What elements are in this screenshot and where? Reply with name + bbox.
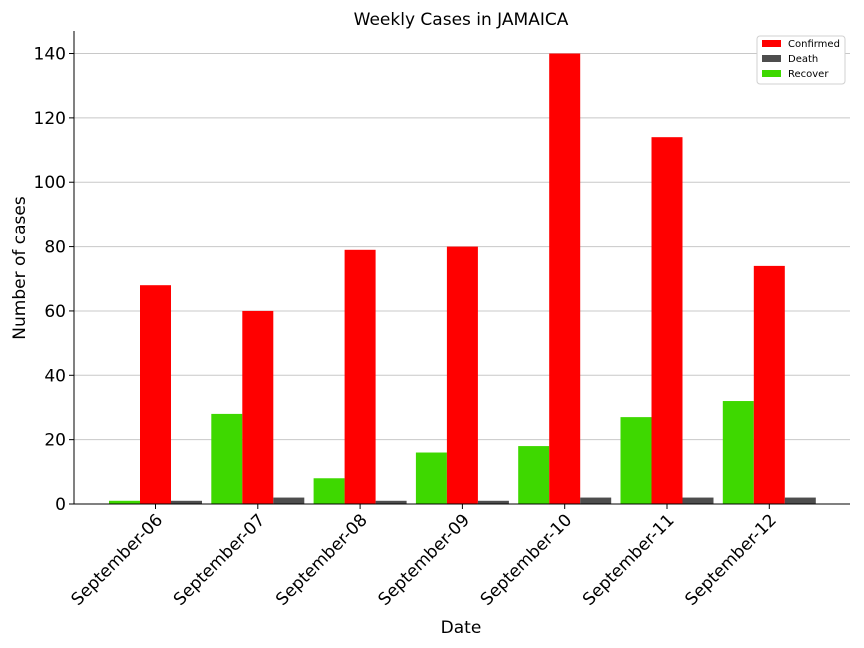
y-tick-label: 100 xyxy=(34,173,66,193)
bar-recover xyxy=(211,413,243,504)
bar-death xyxy=(784,497,816,504)
bar-recover xyxy=(518,446,550,504)
x-tick-label: September-06 xyxy=(68,510,167,609)
bars xyxy=(109,53,816,505)
bar-death xyxy=(682,497,714,504)
x-tick-label: September-11 xyxy=(579,510,678,609)
y-tick-label: 120 xyxy=(34,109,66,129)
y-tick-label: 80 xyxy=(44,238,66,258)
bar-death xyxy=(273,497,305,504)
bar-recover xyxy=(109,500,140,504)
bar-confirmed xyxy=(242,310,274,504)
bar-confirmed xyxy=(446,246,478,505)
legend-swatch-confirmed xyxy=(762,40,781,47)
y-tick-label: 60 xyxy=(44,302,66,322)
bar-recover xyxy=(313,478,345,504)
legend-label-recover: Recover xyxy=(788,69,829,80)
bar-confirmed xyxy=(140,285,171,504)
x-tick-label: September-12 xyxy=(681,510,780,609)
bar-death xyxy=(375,500,407,504)
bar-confirmed xyxy=(651,137,683,505)
x-ticks: September-06 September-07 September-08 Sept… xyxy=(68,504,781,610)
bar-death xyxy=(171,500,202,504)
chart-title: Weekly Cases in JAMAICA xyxy=(354,10,569,30)
legend-swatch-death xyxy=(762,55,781,62)
x-tick-label: September-07 xyxy=(170,510,269,609)
bar-death xyxy=(580,497,612,504)
bar-confirmed xyxy=(753,265,785,504)
bar-death xyxy=(477,500,509,504)
legend-swatch-recover xyxy=(762,70,781,77)
bar-recover xyxy=(620,417,652,504)
bar-confirmed xyxy=(549,53,581,505)
x-tick-label: September-10 xyxy=(477,510,576,609)
y-ticks: 0 20 40 60 80 100 120 140 xyxy=(34,45,74,515)
legend-label-confirmed: Confirmed xyxy=(788,39,840,50)
y-axis-label: Number of cases xyxy=(10,196,30,340)
y-tick-label: 40 xyxy=(44,366,66,386)
legend: Confirmed Death Recover xyxy=(756,35,846,85)
legend-label-death: Death xyxy=(788,54,818,65)
y-tick-label: 20 xyxy=(44,431,66,451)
y-tick-label: 0 xyxy=(55,495,66,515)
bar-recover xyxy=(415,452,447,504)
bar-confirmed xyxy=(344,249,376,504)
x-tick-label: September-08 xyxy=(272,510,371,609)
x-tick-label: September-09 xyxy=(374,510,473,609)
bar-recover xyxy=(722,401,754,504)
x-axis-label: Date xyxy=(441,618,482,638)
y-tick-label: 140 xyxy=(34,45,66,65)
